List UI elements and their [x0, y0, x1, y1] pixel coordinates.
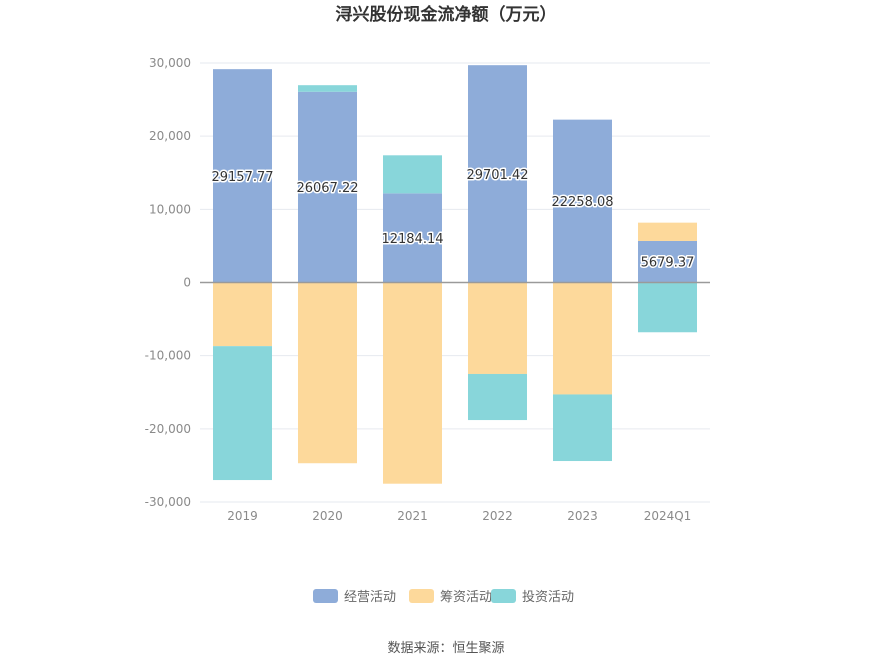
bar-2022-series-2 — [468, 373, 527, 421]
data-labels: 29157.77 26067.22 12184.14 29701.42 22258.08… — [210, 166, 696, 272]
legend-swatch — [313, 589, 338, 603]
x-tick-label: 2023 — [567, 509, 598, 523]
x-tick-label: 2021 — [397, 509, 428, 523]
bar-2024Q1-series-0 — [638, 240, 697, 283]
y-tick-label: -10,000 — [145, 349, 191, 363]
x-tick-label: 2020 — [312, 509, 343, 523]
source-note: 数据来源：恒生聚源 — [387, 641, 504, 656]
legend: 经营活动 筹资活动 投资活动 — [313, 589, 574, 605]
data-label: 29701.42 — [466, 168, 528, 183]
bar-2024Q1-series-1 — [638, 222, 697, 241]
data-label: 29157.77 — [211, 170, 273, 185]
bar-2020-series-0 — [298, 91, 357, 283]
bar-2021-series-0 — [383, 193, 442, 283]
legend-label: 投资活动 — [522, 589, 574, 605]
bar-2023-series-2 — [553, 394, 612, 462]
bar-2019-series-2 — [213, 346, 272, 481]
legend-label: 经营活动 — [344, 590, 396, 605]
bars — [213, 65, 697, 484]
y-tick-label: 30,000 — [149, 56, 191, 70]
bar-2021-series-2 — [383, 155, 442, 194]
data-label: 26067.22 — [296, 181, 358, 196]
grid-lines — [200, 62, 710, 503]
bar-2022-series-0 — [468, 65, 527, 283]
chart-title: 浔兴股份现金流净额（万元） — [336, 4, 557, 25]
legend-label: 筹资活动 — [440, 589, 492, 605]
y-tick-label: 0 — [183, 276, 191, 290]
legend-swatch — [491, 589, 516, 603]
x-tick-label: 2024Q1 — [644, 509, 692, 523]
x-tick-label: 2019 — [227, 509, 258, 523]
bar-2019-series-0 — [213, 69, 272, 283]
bar-2021-series-1 — [383, 282, 442, 484]
y-axis-ticks: 30,000 20,000 10,000 0 -10,000 -20,000 -30,000 — [145, 56, 191, 509]
y-tick-label: -30,000 — [145, 495, 191, 509]
y-tick-label: 10,000 — [149, 202, 191, 216]
legend-swatch — [409, 589, 434, 603]
data-label: 5679.37 — [641, 256, 695, 271]
bar-2023-series-1 — [553, 282, 612, 395]
y-tick-label: 20,000 — [149, 129, 191, 143]
y-tick-label: -20,000 — [145, 422, 191, 436]
x-axis-ticks: 2019 2020 2021 2022 2023 2024Q1 — [227, 509, 691, 523]
x-tick-label: 2022 — [482, 509, 513, 523]
data-label: 22258.08 — [551, 195, 613, 210]
bar-2022-series-1 — [468, 282, 527, 374]
bar-2020-series-2 — [298, 85, 357, 92]
bar-2019-series-1 — [213, 282, 272, 347]
bar-2020-series-1 — [298, 282, 357, 464]
data-label: 12184.14 — [381, 232, 443, 247]
bar-2024Q1-series-2 — [638, 282, 697, 333]
bar-2023-series-0 — [553, 119, 612, 283]
